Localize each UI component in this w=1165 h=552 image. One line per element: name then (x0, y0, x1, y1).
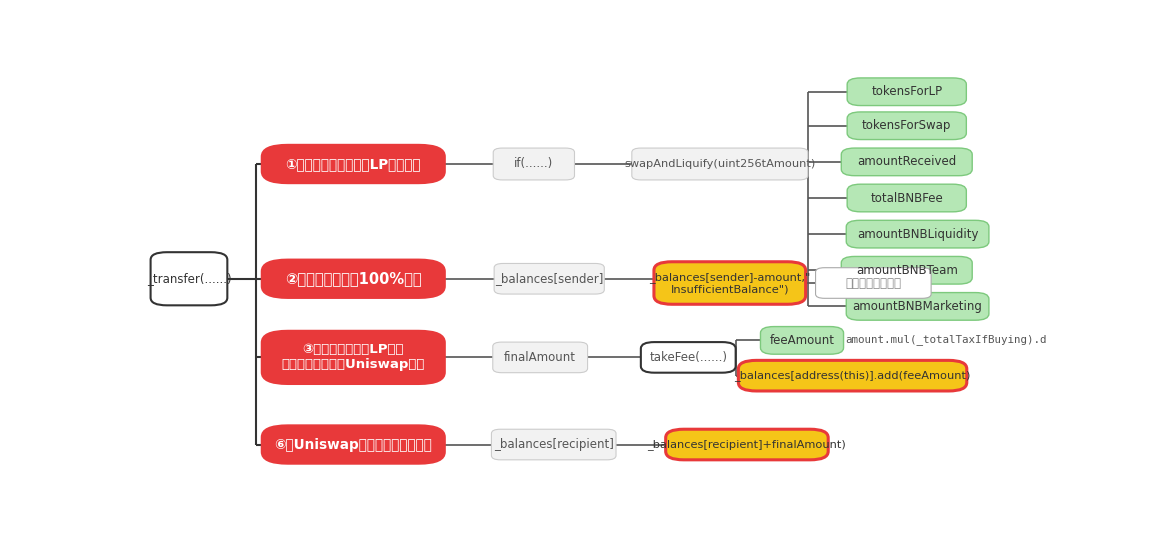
Text: _balances[recipient]: _balances[recipient] (494, 438, 614, 451)
FancyBboxPatch shape (494, 263, 605, 294)
FancyBboxPatch shape (261, 424, 446, 465)
Text: _balances[sender]-amount,"
InsufficientBalance"): _balances[sender]-amount," InsufficientB… (649, 272, 811, 294)
FancyBboxPatch shape (841, 257, 973, 284)
Text: ⑥把Uniswap兑换金额转账给用户: ⑥把Uniswap兑换金额转账给用户 (274, 438, 432, 452)
FancyBboxPatch shape (492, 429, 616, 460)
Text: _balances[sender]: _balances[sender] (495, 272, 603, 285)
FancyBboxPatch shape (665, 429, 828, 460)
Text: amountBNBLiquidity: amountBNBLiquidity (856, 227, 979, 241)
FancyBboxPatch shape (261, 330, 446, 385)
FancyBboxPatch shape (493, 148, 574, 180)
FancyBboxPatch shape (739, 360, 967, 391)
Text: amountBNBMarketing: amountBNBMarketing (853, 300, 982, 313)
FancyBboxPatch shape (841, 148, 973, 176)
Text: 转了多少就是多少: 转了多少就是多少 (846, 277, 902, 289)
Text: _balances[recipient]+finalAmount): _balances[recipient]+finalAmount) (648, 439, 846, 450)
Text: tokensForSwap: tokensForSwap (862, 119, 952, 132)
Text: amount.mul(_totalTaxIfBuying).d: amount.mul(_totalTaxIfBuying).d (846, 334, 1047, 345)
Text: takeFee(......): takeFee(......) (649, 351, 727, 364)
FancyBboxPatch shape (846, 293, 989, 320)
Text: _transfer(......): _transfer(......) (147, 272, 232, 285)
FancyBboxPatch shape (654, 262, 806, 304)
FancyBboxPatch shape (641, 342, 735, 373)
Text: ②从用户钱包里扣100%的钱: ②从用户钱包里扣100%的钱 (285, 271, 422, 286)
FancyBboxPatch shape (847, 184, 966, 212)
Text: swapAndLiquify(uint256tAmount): swapAndLiquify(uint256tAmount) (624, 159, 816, 169)
FancyBboxPatch shape (847, 112, 966, 140)
FancyBboxPatch shape (846, 220, 989, 248)
FancyBboxPatch shape (816, 268, 931, 298)
Text: if(......): if(......) (514, 157, 553, 171)
Text: totalBNBFee: totalBNBFee (870, 192, 944, 204)
FancyBboxPatch shape (847, 78, 966, 105)
Text: _balances[address(this)].add(feeAmount): _balances[address(this)].add(feeAmount) (734, 370, 970, 381)
Text: feeAmount: feeAmount (770, 334, 834, 347)
FancyBboxPatch shape (631, 148, 807, 180)
Text: amountReceived: amountReceived (857, 155, 956, 168)
Text: finalAmount: finalAmount (504, 351, 577, 364)
FancyBboxPatch shape (261, 258, 446, 299)
FancyBboxPatch shape (261, 144, 446, 184)
Text: ③向开发者钱包、LP转账
并计算拿多少钱去Uniswap兑换: ③向开发者钱包、LP转账 并计算拿多少钱去Uniswap兑换 (282, 343, 425, 371)
FancyBboxPatch shape (493, 342, 587, 373)
FancyBboxPatch shape (150, 252, 227, 305)
FancyBboxPatch shape (761, 327, 843, 354)
Text: amountBNBTeam: amountBNBTeam (856, 264, 958, 277)
Text: tokensForLP: tokensForLP (871, 85, 942, 98)
Text: ①计算向开发者钱包、LP分成比例: ①计算向开发者钱包、LP分成比例 (285, 157, 421, 171)
